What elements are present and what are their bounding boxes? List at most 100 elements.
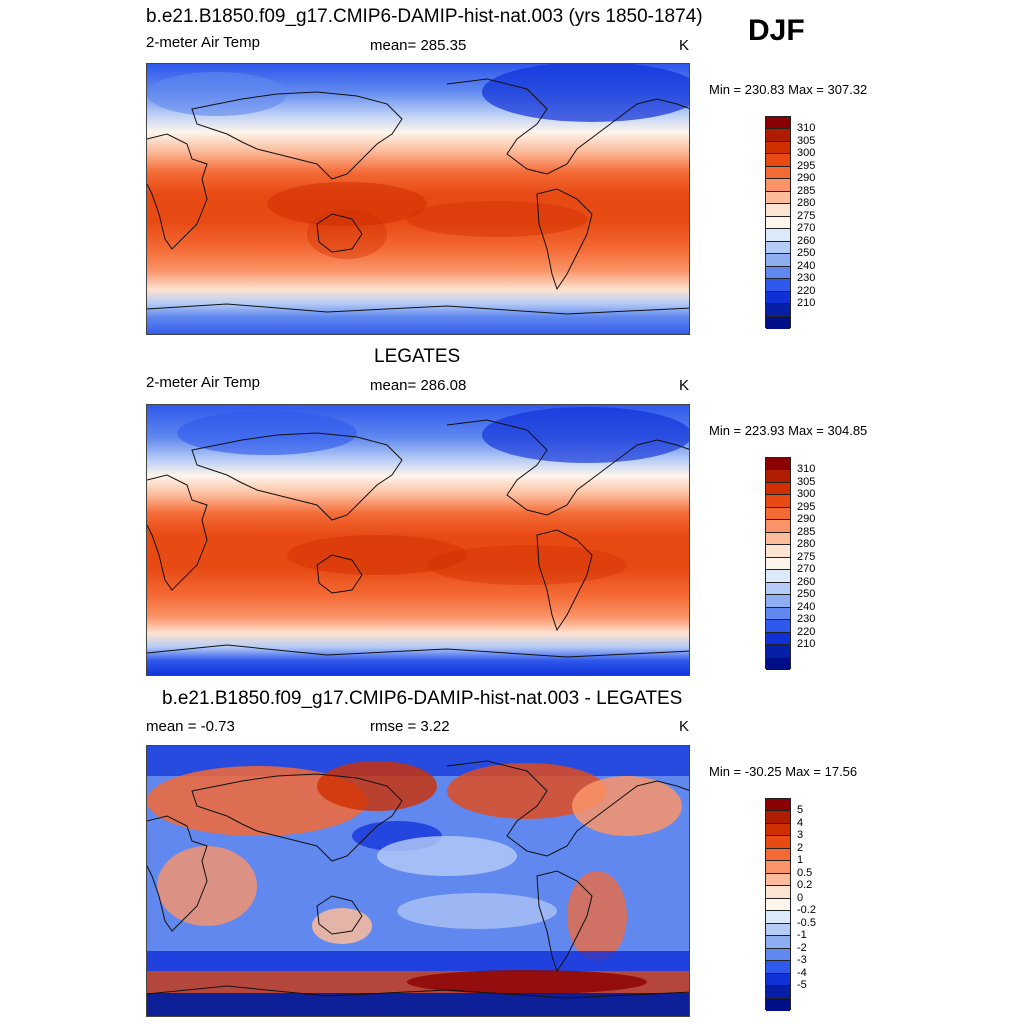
colorbar-swatch	[766, 304, 790, 317]
colorbar-swatch	[766, 179, 790, 192]
colorbar-tick-label: 230	[797, 272, 816, 285]
colorbar-tick-label: 310	[797, 463, 816, 476]
colorbar-swatch	[766, 911, 790, 924]
colorbar-swatch	[766, 520, 790, 533]
panel3-title: b.e21.B1850.f09_g17.CMIP6-DAMIP-hist-nat…	[162, 688, 683, 709]
colorbar-tick-label: 250	[797, 588, 816, 601]
colorbar-swatch	[766, 811, 790, 824]
colorbar-swatch	[766, 923, 790, 937]
colorbar-swatch	[766, 898, 790, 912]
colorbar-swatch	[766, 607, 790, 621]
colorbar-tick-label: 305	[797, 134, 816, 147]
colorbar-swatch	[766, 886, 790, 899]
panel2-minmax-label: Min = 223.93 Max = 304.85	[709, 423, 868, 438]
colorbar-swatch	[766, 279, 790, 292]
colorbar-swatch	[766, 986, 790, 999]
colorbar-tick-label: 280	[797, 538, 816, 551]
colorbar-tick-label: 0	[797, 891, 804, 904]
colorbar-tick-label: 285	[797, 525, 816, 538]
colorbar-swatch	[766, 216, 790, 230]
colorbar-tick-label: 290	[797, 513, 816, 526]
colorbar-tick-label: 0.2	[797, 879, 813, 892]
colorbar-tick-label: 305	[797, 475, 816, 488]
colorbar-tick-label: 220	[797, 284, 816, 297]
colorbar-tick-label: -0.5	[797, 916, 816, 929]
panel3-mean-label: mean = -0.73	[146, 718, 235, 735]
colorbar-swatch	[766, 799, 790, 812]
colorbar-tick-label: -1	[797, 929, 807, 942]
colorbar-swatch	[766, 241, 790, 255]
colorbar-swatch	[766, 166, 790, 180]
colorbar-swatch	[766, 291, 790, 305]
colorbar-swatch	[766, 532, 790, 546]
panel2-colorbar	[765, 457, 791, 670]
panel2-variable-label: 2-meter Air Temp	[146, 374, 260, 391]
season-label: DJF	[748, 14, 805, 47]
colorbar-tick-label: 270	[797, 563, 816, 576]
colorbar-swatch	[766, 961, 790, 974]
colorbar-tick-label: 310	[797, 122, 816, 135]
colorbar-tick-label: 0.5	[797, 866, 813, 879]
colorbar-tick-label: 285	[797, 184, 816, 197]
colorbar-swatch	[766, 191, 790, 205]
panel1-units-label: K	[679, 37, 690, 54]
panel3-rmse-label: rmse = 3.22	[370, 718, 450, 735]
colorbar-swatch	[766, 557, 790, 571]
colorbar-swatch	[766, 545, 790, 558]
colorbar-swatch	[766, 266, 790, 280]
colorbar-tick-label: 300	[797, 147, 816, 160]
colorbar-swatch	[766, 848, 790, 862]
colorbar-tick-label: 290	[797, 172, 816, 185]
colorbar-tick-label: -0.2	[797, 904, 816, 917]
colorbar-tick-label: 275	[797, 209, 816, 222]
colorbar-swatch	[766, 973, 790, 987]
colorbar-swatch	[766, 129, 790, 142]
colorbar-tick-label: -4	[797, 966, 807, 979]
colorbar-swatch	[766, 204, 790, 217]
colorbar-tick-label: 2	[797, 841, 804, 854]
colorbar-swatch	[766, 861, 790, 874]
panel1-colorbar	[765, 116, 791, 329]
colorbar-swatch	[766, 632, 790, 646]
panel2-mean-label: mean= 286.08	[370, 377, 467, 394]
colorbar-swatch	[766, 229, 790, 242]
colorbar-tick-label: -3	[797, 954, 807, 967]
colorbar-swatch	[766, 645, 790, 658]
colorbar-swatch	[766, 873, 790, 887]
colorbar-swatch	[766, 823, 790, 837]
colorbar-swatch	[766, 316, 790, 329]
colorbar-swatch	[766, 620, 790, 633]
panel1-minmax-label: Min = 230.83 Max = 307.32	[709, 82, 868, 97]
colorbar-swatch	[766, 458, 790, 471]
panel2-title: LEGATES	[374, 346, 461, 367]
colorbar-tick-label: 4	[797, 816, 804, 829]
colorbar-swatch	[766, 936, 790, 949]
colorbar-tick-label: 230	[797, 613, 816, 626]
colorbar-tick-label: 3	[797, 829, 804, 842]
panel1-map	[146, 63, 690, 335]
colorbar-tick-label: 260	[797, 575, 816, 588]
colorbar-swatch	[766, 582, 790, 596]
panel1-coastlines	[147, 78, 689, 315]
colorbar-swatch	[766, 482, 790, 496]
colorbar-tick-label: 250	[797, 247, 816, 260]
colorbar-swatch	[766, 507, 790, 521]
panel1-variable-label: 2-meter Air Temp	[146, 34, 260, 51]
panel3-minmax-label: Min = -30.25 Max = 17.56	[709, 764, 858, 779]
colorbar-tick-label: 220	[797, 625, 816, 638]
panel3-coastlines	[147, 760, 689, 999]
panel2-coastlines	[147, 419, 689, 658]
panel3-colorbar	[765, 798, 791, 1011]
colorbar-tick-label: 275	[797, 550, 816, 563]
colorbar-tick-label: 240	[797, 600, 816, 613]
panel2-map	[146, 404, 690, 676]
colorbar-tick-label: 270	[797, 222, 816, 235]
colorbar-swatch	[766, 836, 790, 849]
colorbar-swatch	[766, 254, 790, 267]
colorbar-tick-label: 240	[797, 259, 816, 272]
colorbar-tick-label: 1	[797, 854, 804, 867]
colorbar-swatch	[766, 141, 790, 155]
colorbar-swatch	[766, 570, 790, 583]
colorbar-swatch	[766, 495, 790, 508]
colorbar-tick-label: 210	[797, 297, 816, 310]
